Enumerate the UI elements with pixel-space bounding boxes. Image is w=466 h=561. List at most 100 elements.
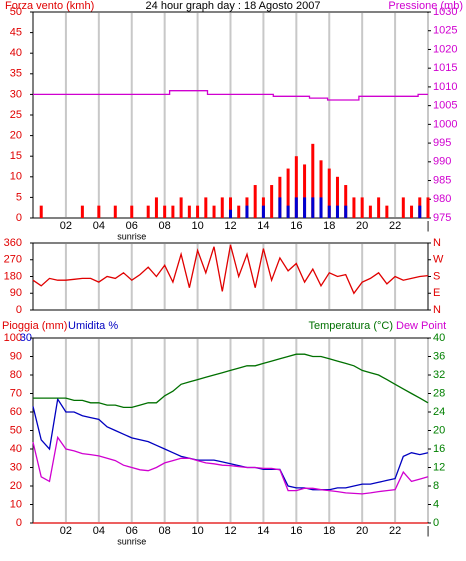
x-tick-label: 16 — [290, 220, 302, 232]
x-tick-label: 04 — [93, 220, 105, 232]
bar — [179, 197, 183, 218]
bar — [418, 205, 422, 218]
y2-tick-label: 1025 — [433, 25, 457, 37]
bar — [335, 176, 339, 218]
y2-tick-label: 1030 — [433, 6, 457, 18]
y-tick-label: 45 — [10, 27, 22, 39]
x-tick-label: 18 — [323, 525, 335, 537]
y-tick-label: 70 — [10, 387, 22, 399]
y2-tick-label: 24 — [433, 406, 445, 418]
bar — [294, 156, 298, 218]
x-tick-label: 14 — [257, 525, 269, 537]
bar — [303, 164, 307, 218]
bar — [335, 205, 339, 218]
y-tick-label: 30 — [10, 461, 22, 473]
bar — [410, 205, 414, 218]
y-tick-label: 0 — [16, 517, 22, 529]
y-tick-label: 60 — [10, 406, 22, 418]
bar — [311, 143, 315, 218]
y2-tick-label: 28 — [433, 387, 445, 399]
x-tick-label: 12 — [224, 220, 236, 232]
chart-title: 24 hour graph day : 18 Agosto 2007 — [146, 0, 321, 12]
x-tick-label: 22 — [389, 525, 401, 537]
y2-tick-label: 32 — [433, 369, 445, 381]
bar — [237, 205, 241, 218]
y-tick-label: 40 — [10, 47, 22, 59]
y2-tick-label: 16 — [433, 443, 445, 455]
line — [33, 90, 428, 101]
y2-tick-label: 990 — [433, 156, 451, 168]
y-tick-label: 90 — [10, 350, 22, 362]
bar — [97, 205, 101, 218]
x-tick-label: 20 — [356, 220, 368, 232]
y-tick-label: 35 — [10, 68, 22, 80]
bar — [401, 197, 405, 218]
y-tick-label: 30 — [10, 88, 22, 100]
line — [32, 397, 429, 491]
y2-tick-label: N — [433, 237, 441, 249]
bar — [278, 197, 282, 218]
bar — [294, 197, 298, 218]
y-tick-label: 50 — [10, 424, 22, 436]
x-tick-label: 14 — [257, 220, 269, 232]
y-tick-label: 180 — [4, 270, 22, 282]
y2-tick-label: S — [433, 270, 440, 282]
x-tick-label: 16 — [290, 525, 302, 537]
y2-axis-label: Pressione (mb) — [388, 0, 463, 12]
x-tick-label: 08 — [159, 220, 171, 232]
bar — [204, 197, 208, 218]
y2-tick-label: 0 — [433, 517, 439, 529]
bar — [286, 205, 290, 218]
bar — [80, 205, 84, 218]
y-tick-label: 10 — [10, 498, 22, 510]
bar — [154, 197, 158, 218]
bar — [187, 205, 191, 218]
bar — [319, 197, 323, 218]
y2-tick-label: 36 — [433, 350, 445, 362]
x-tick-label: 20 — [356, 525, 368, 537]
bar — [146, 205, 150, 218]
y2-tick-label: 12 — [433, 461, 445, 473]
y2-tick-label: E — [433, 287, 440, 299]
y3-tick-label: 30 — [20, 332, 32, 344]
x-tick-label: 02 — [60, 220, 72, 232]
y-tick-label: 5 — [16, 191, 22, 203]
y-tick-label: 90 — [10, 287, 22, 299]
x-tick-label: 18 — [323, 220, 335, 232]
y2-tick-label: 1005 — [433, 100, 457, 112]
x-tick-label: | — [427, 525, 430, 537]
y2-tick-label: N — [433, 304, 441, 316]
x-tick-label: | — [427, 220, 430, 232]
bar — [327, 168, 331, 218]
y-tick-label: 25 — [10, 109, 22, 121]
annotation: sunrise — [117, 231, 146, 241]
y2-tick-label: W — [433, 254, 444, 266]
x-tick-label: 22 — [389, 220, 401, 232]
bar — [360, 197, 364, 218]
y2-tick-label: 1000 — [433, 118, 457, 130]
y2-tick-label: 1015 — [433, 62, 457, 74]
legend-label: Umidita % — [68, 320, 118, 332]
x-tick-label: 04 — [93, 525, 105, 537]
bar — [229, 197, 232, 218]
line — [32, 435, 429, 495]
legend-label: Pioggia (mm) — [2, 320, 67, 332]
bar — [327, 205, 331, 218]
y2-tick-label: 8 — [433, 480, 439, 492]
bar — [270, 185, 274, 218]
y2-tick-label: 20 — [433, 424, 445, 436]
y-tick-label: 0 — [16, 212, 22, 224]
y2-tick-label: 985 — [433, 174, 451, 186]
line — [33, 353, 429, 409]
y-tick-label: 40 — [10, 443, 22, 455]
bar — [171, 205, 175, 218]
bar — [319, 160, 323, 218]
bar — [368, 205, 372, 218]
bar — [229, 209, 232, 218]
y2-tick-label: 4 — [433, 498, 439, 510]
y2-tick-label: 40 — [433, 332, 445, 344]
bar — [303, 197, 307, 218]
y-tick-label: 360 — [4, 237, 22, 249]
bar — [286, 168, 290, 218]
bar — [220, 197, 224, 218]
